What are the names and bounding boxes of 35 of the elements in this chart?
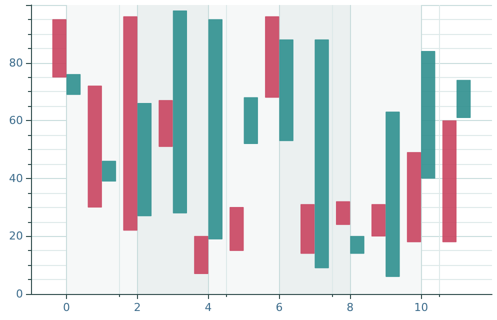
bar (88, 86, 102, 208)
y-tick-label: 40 (9, 172, 23, 185)
bar (137, 103, 152, 216)
x-tick-label: 2 (134, 301, 141, 314)
bar (102, 160, 116, 182)
bar (456, 80, 471, 118)
x-tick-label: 6 (276, 301, 283, 314)
bar (442, 120, 457, 242)
bar (421, 50, 436, 179)
bar (406, 152, 422, 242)
y-tick-label: 20 (9, 230, 23, 243)
bar (123, 16, 138, 231)
y-tick-label: 0 (16, 288, 23, 300)
bar (52, 19, 66, 78)
bar (265, 16, 280, 98)
bar (314, 39, 329, 268)
bar (371, 204, 386, 236)
bar (279, 39, 294, 142)
bar (300, 204, 315, 254)
bar (172, 10, 187, 214)
bar (244, 97, 258, 144)
bar (336, 201, 350, 225)
bar (158, 100, 173, 147)
bar (208, 19, 222, 240)
y-tick-label: 80 (9, 56, 23, 70)
x-tick-label: 4 (204, 301, 212, 314)
bar (350, 236, 364, 254)
bar (66, 74, 81, 95)
bar (230, 207, 244, 251)
bar (194, 236, 208, 274)
x-tick-label: 8 (346, 301, 354, 314)
bar (386, 112, 400, 277)
x-tick-label: 0 (62, 301, 70, 314)
y-tick-label: 60 (9, 114, 23, 128)
x-tick-label: 10 (414, 301, 428, 314)
